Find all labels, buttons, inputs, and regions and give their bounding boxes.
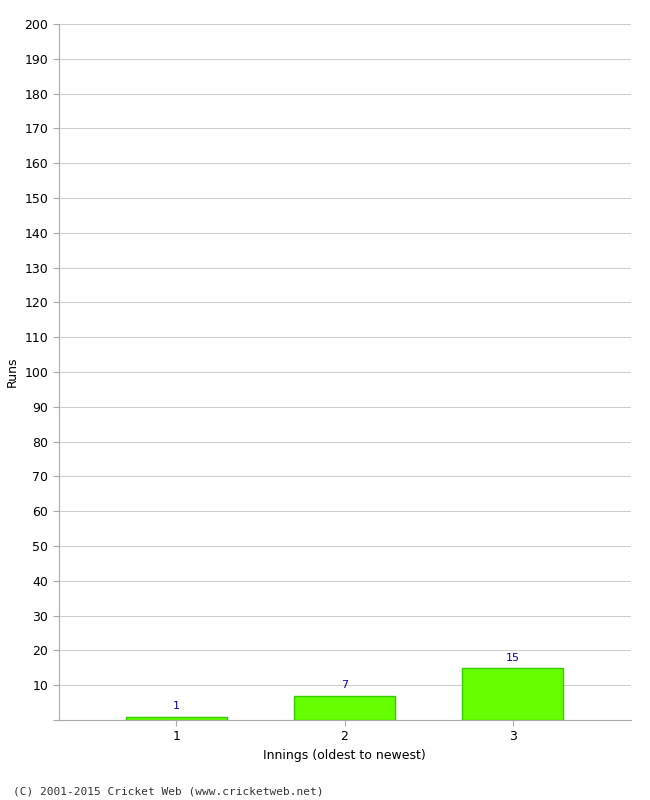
Bar [462, 668, 563, 720]
Text: 7: 7 [341, 681, 348, 690]
Text: 1: 1 [173, 702, 180, 711]
Y-axis label: Runs: Runs [6, 357, 19, 387]
X-axis label: Innings (oldest to newest): Innings (oldest to newest) [263, 749, 426, 762]
Text: 15: 15 [506, 653, 520, 662]
Bar [294, 696, 395, 720]
Text: (C) 2001-2015 Cricket Web (www.cricketweb.net): (C) 2001-2015 Cricket Web (www.cricketwe… [13, 786, 324, 796]
Bar [126, 717, 227, 720]
